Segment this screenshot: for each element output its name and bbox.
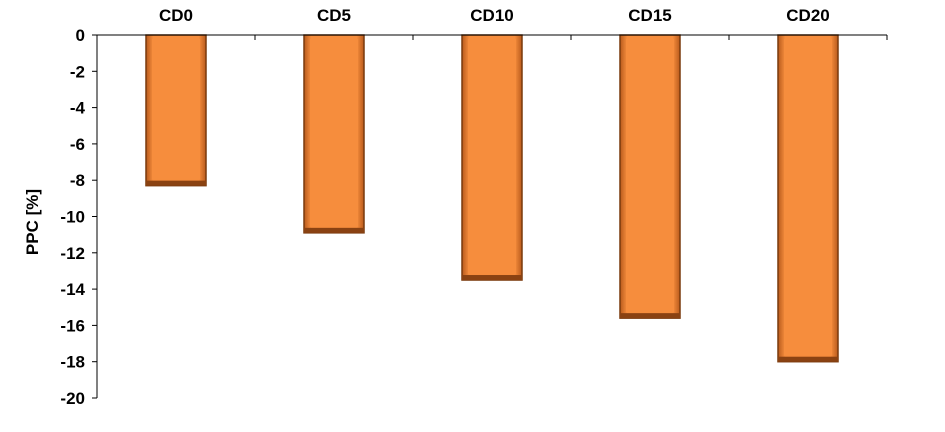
bar-edge-cd20 [778, 356, 838, 362]
category-label-cd0: CD0 [159, 6, 193, 25]
bar-edge-cd10 [462, 275, 522, 281]
y-tick-label: -20 [60, 389, 85, 408]
bars [145, 34, 839, 363]
y-axis: 0 -2 -4 -6 -8 -10 -12 -14 -16 -18 -20 [60, 26, 97, 408]
bar-face-cd20 [784, 39, 832, 356]
bar-edge-cd15 [620, 313, 680, 319]
category-label-cd10: CD10 [470, 6, 513, 25]
x-axis-categories: CD0 CD5 CD10 CD15 CD20 [96, 6, 888, 40]
y-axis-label: PPC [%] [23, 189, 42, 255]
bar-face-cd15 [626, 39, 674, 313]
category-label-cd20: CD20 [786, 6, 829, 25]
y-tick-label: -2 [70, 62, 85, 81]
y-tick-label: -10 [60, 208, 85, 227]
bar-edge-cd0 [146, 180, 206, 186]
y-tick-label: -4 [70, 99, 86, 118]
bar-face-cd0 [152, 39, 200, 180]
y-tick-label: -6 [70, 135, 85, 154]
bar-edge-cd5 [304, 227, 364, 233]
y-tick-label: 0 [76, 26, 85, 45]
y-tick-label: -18 [60, 353, 85, 372]
bar-face-cd5 [310, 39, 358, 227]
y-tick-label: -16 [60, 316, 85, 335]
y-tick-label: -12 [60, 244, 85, 263]
bar-face-cd10 [468, 39, 516, 275]
y-tick-label: -8 [70, 171, 85, 190]
category-label-cd15: CD15 [628, 6, 671, 25]
y-tick-label: -14 [60, 280, 85, 299]
category-label-cd5: CD5 [317, 6, 351, 25]
